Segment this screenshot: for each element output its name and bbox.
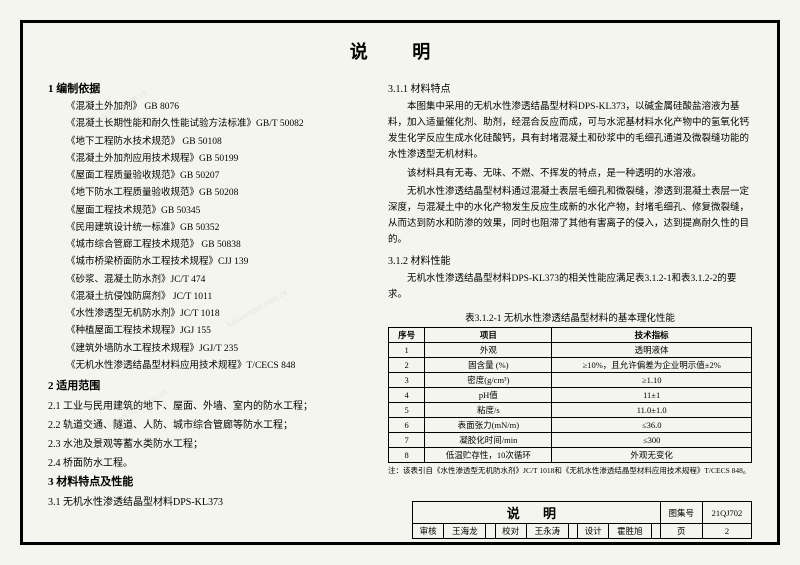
ref-item: 《混凝土外加剂应用技术规程》GB 50199 [66, 152, 358, 166]
ref-item: 《砂浆、混凝土防水剂》JC/T 474 [66, 273, 358, 287]
td: 外观 [425, 342, 552, 357]
td: 5 [389, 402, 425, 417]
td: pH值 [425, 387, 552, 402]
tb-sign [651, 524, 660, 539]
tb-page-label: 页 [660, 524, 702, 539]
tb-label: 审核 [413, 524, 444, 539]
ref-item: 《建筑外墙防水工程技术规程》JGJ/T 235 [66, 342, 358, 356]
tb-label: 校对 [495, 524, 526, 539]
ref-item: 《混凝土长期性能和耐久性能试验方法标准》GB/T 50082 [66, 117, 358, 131]
td: 3 [389, 372, 425, 387]
td: 2 [389, 357, 425, 372]
ref-item: 《城市综合管廊工程技术规范》 GB 50838 [66, 238, 358, 252]
drawing-no-label: 图集号 [660, 502, 702, 524]
td: 1 [389, 342, 425, 357]
ref-item: 《地下工程防水技术规范》 GB 50108 [66, 135, 358, 149]
left-column: 1 编制依据 《混凝土外加剂》 GB 8076 《混凝土长期性能和耐久性能试验方… [48, 76, 358, 512]
para: 无机水性渗透结晶型材料通过混凝土表层毛细孔和微裂缝，渗透到混凝土表层一定深度，与… [388, 184, 752, 249]
table-note: 注：该表引自《水性渗透型无机防水剂》JC/T 1018和《无机水性渗透结晶型材料… [388, 465, 752, 476]
tb-name: 王永涛 [526, 524, 568, 539]
ref-item: 《城市桥梁桥面防水工程技术规程》CJJ 139 [66, 255, 358, 269]
td: 凝胶化时间/min [425, 432, 552, 447]
section3-heading: 3 材料特点及性能 [48, 473, 358, 489]
th: 序号 [389, 327, 425, 342]
section2-heading: 2 适用范围 [48, 377, 358, 393]
section2-item: 2.1 工业与民用建筑的地下、屋面、外墙、室内的防水工程； [48, 397, 358, 412]
section3-sub12: 3.1.2 材料性能 [388, 252, 752, 267]
section1-heading: 1 编制依据 [48, 80, 358, 96]
td: 7 [389, 432, 425, 447]
page-title: 说 明 [48, 38, 752, 64]
section2-item: 2.3 水池及景观等蓄水类防水工程； [48, 435, 358, 450]
table-caption: 表3.1.2-1 无机水性渗透结晶型材料的基本理化性能 [388, 310, 752, 324]
ref-item: 《地下防水工程质量验收规范》GB 50208 [66, 186, 358, 200]
ref-item: 《混凝土外加剂》 GB 8076 [66, 100, 358, 114]
td: ≥10%，且允许偏差为企业明示值±2% [552, 357, 752, 372]
td: 透明液体 [552, 342, 752, 357]
title-block: 说 明 图集号 21QJ702 审核 王海龙 校对 王永涛 设计 霍胜旭 页 2 [412, 501, 752, 539]
ref-item: 《屋面工程质量验收规范》GB 50207 [66, 169, 358, 183]
tb-name: 霍胜旭 [609, 524, 651, 539]
tb-label: 设计 [578, 524, 609, 539]
td: 8 [389, 447, 425, 462]
td: 外观无变化 [552, 447, 752, 462]
ref-item: 《民用建筑设计统一标准》GB 50352 [66, 221, 358, 235]
td: 低温贮存性，10次循环 [425, 447, 552, 462]
tb-title: 说 明 [413, 502, 661, 524]
td: 11±1 [552, 387, 752, 402]
ref-item: 《水性渗透型无机防水剂》JC/T 1018 [66, 307, 358, 321]
drawing-no: 21QJ702 [702, 502, 751, 524]
tb-sign [486, 524, 495, 539]
section2-item: 2.4 桥面防水工程。 [48, 454, 358, 469]
td: 11.0±1.0 [552, 402, 752, 417]
td: 表面张力(mN/m) [425, 417, 552, 432]
section3-sub1: 3.1 无机水性渗透结晶型材料DPS-KL373 [48, 493, 358, 508]
td: 6 [389, 417, 425, 432]
para: 该材料具有无毒、无味、不燃、不挥发的特点，是一种透明的水溶液。 [388, 166, 752, 182]
th: 技术指标 [552, 327, 752, 342]
th: 项目 [425, 327, 552, 342]
td: ≥1.10 [552, 372, 752, 387]
ref-item: 《屋面工程技术规范》GB 50345 [66, 204, 358, 218]
td: 4 [389, 387, 425, 402]
td: 固含量 (%) [425, 357, 552, 372]
td: 粘度/s [425, 402, 552, 417]
section3-sub11: 3.1.1 材料特点 [388, 80, 752, 95]
td: 密度(g/cm³) [425, 372, 552, 387]
section2-item: 2.2 轨道交通、隧道、人防、城市综合管廊等防水工程； [48, 416, 358, 431]
ref-item: 《无机水性渗透结晶型材料应用技术规程》T/CECS 848 [66, 359, 358, 373]
tb-sign [569, 524, 578, 539]
para: 无机水性渗透结晶型材料DPS-KL373的相关性能应满足表3.1.2-1和表3.… [388, 271, 752, 303]
td: ≤300 [552, 432, 752, 447]
ref-item: 《种植屋面工程技术规程》JGJ 155 [66, 324, 358, 338]
tb-page: 2 [702, 524, 751, 539]
right-column: 3.1.1 材料特点 本图集中采用的无机水性渗透结晶型材料DPS-KL373，以… [388, 76, 752, 512]
table-312: 序号 项目 技术指标 1外观透明液体 2固含量 (%)≥10%，且允许偏差为企业… [388, 327, 752, 463]
ref-item: 《混凝土抗侵蚀防腐剂》 JC/T 1011 [66, 290, 358, 304]
td: ≤36.0 [552, 417, 752, 432]
para: 本图集中采用的无机水性渗透结晶型材料DPS-KL373，以碱金属硅酸盐溶液为基料… [388, 99, 752, 164]
tb-name: 王海龙 [444, 524, 486, 539]
